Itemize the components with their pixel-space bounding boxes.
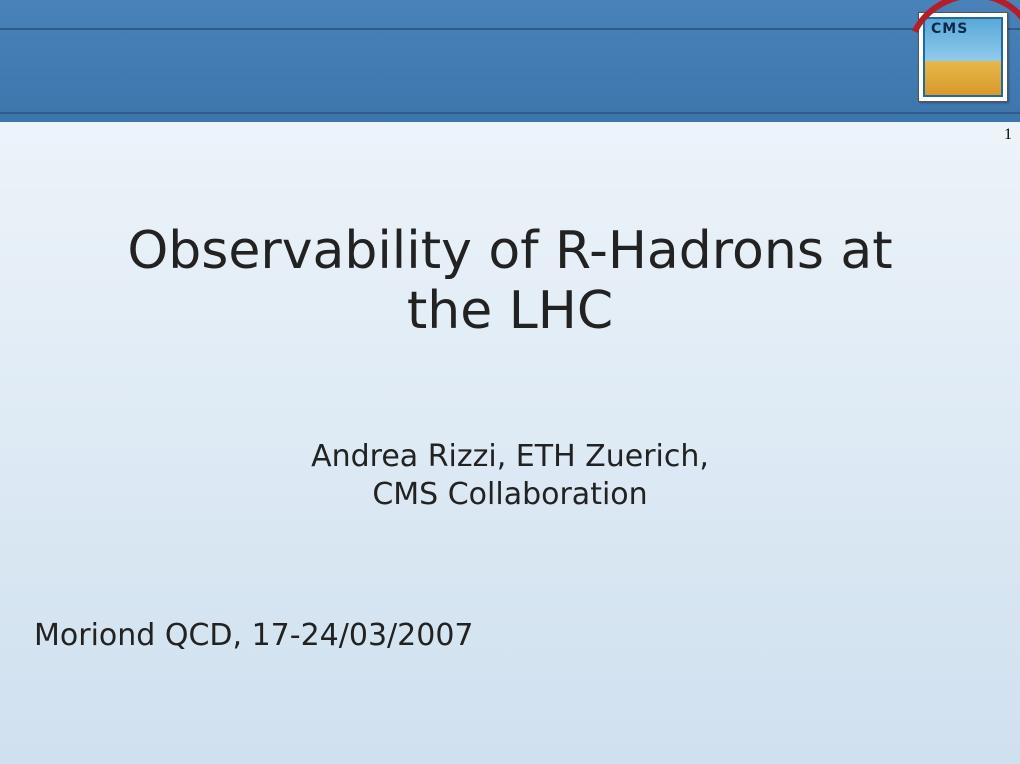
title-line-1: Observability of R-Hadrons at	[127, 221, 892, 281]
cms-logo-text: CMS	[931, 21, 968, 37]
page-number: 1	[1004, 126, 1012, 144]
cms-logo: CMS	[918, 12, 1008, 102]
header-divider-bottom	[0, 112, 1020, 114]
event-line: Moriond QCD, 17-24/03/2007	[34, 618, 474, 653]
title-line-2: the LHC	[407, 281, 613, 341]
author-block: Andrea Rizzi, ETH Zuerich, CMS Collabora…	[0, 438, 1020, 513]
author-line-2: CMS Collaboration	[372, 477, 647, 512]
cms-logo-frame: CMS	[923, 17, 1003, 97]
header-divider-top	[0, 28, 1020, 30]
slide: CMS 1 Observability of R-Hadrons at the …	[0, 0, 1020, 764]
author-line-1: Andrea Rizzi, ETH Zuerich,	[311, 439, 709, 474]
header-band: CMS	[0, 0, 1020, 122]
slide-title: Observability of R-Hadrons at the LHC	[0, 222, 1020, 342]
